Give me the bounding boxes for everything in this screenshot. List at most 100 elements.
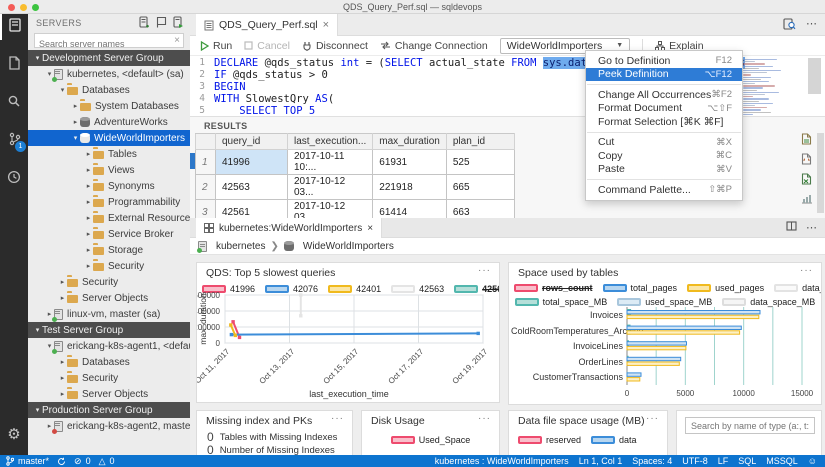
grid-column-header[interactable]: max_duration: [372, 133, 447, 150]
tree-item-external-resources[interactable]: ▸ External Resources: [28, 210, 190, 226]
legend-item-42563[interactable]: 42563: [391, 284, 444, 294]
menu-item-format-document[interactable]: Format Document ⌥⇧F: [586, 102, 742, 116]
menu-item-peek-definition[interactable]: Peek Definition ⌥F12: [586, 67, 742, 81]
menu-item-copy[interactable]: Copy ⌘C: [586, 149, 742, 163]
tree-group-production-server-group[interactable]: ▾ Production Server Group: [28, 402, 190, 418]
legend-item-data_pages[interactable]: data_pages: [774, 283, 821, 293]
legend-item-42076[interactable]: 42076: [265, 284, 318, 294]
tree-item-kubernetes-default-sa-[interactable]: ▾ kubernetes, <default> (sa): [28, 66, 190, 82]
save-as-excel-icon[interactable]: [801, 173, 813, 185]
legend-item-42568[interactable]: 42568: [454, 284, 499, 294]
code-line[interactable]: 3 BEGIN: [190, 81, 825, 93]
tree-item-erickang-k8s-agent2-master-sa-[interactable]: ▸ erickang-k8s-agent2, master (sa): [28, 418, 190, 434]
tree-item-views[interactable]: ▸ Views: [28, 162, 190, 178]
grid-cell[interactable]: 2017-10-11 10:...: [286, 149, 374, 175]
legend-item-total_pages[interactable]: total_pages: [602, 283, 677, 293]
indentation-status[interactable]: Spaces: 4: [632, 456, 673, 466]
code-line[interactable]: 4 WITH SlowestQry AS(: [190, 93, 825, 105]
encoding-status[interactable]: UTF-8: [682, 456, 708, 466]
tree-group-development-server-group[interactable]: ▾ Development Server Group: [28, 50, 190, 66]
widget-more-icon[interactable]: ···: [800, 265, 813, 276]
grid-cell[interactable]: 41996: [215, 149, 288, 175]
zoom-window-button[interactable]: [32, 4, 39, 11]
save-as-csv-icon[interactable]: [801, 133, 813, 145]
grid-cell[interactable]: 221918: [372, 174, 447, 200]
code-line[interactable]: 5 SELECT TOP 5: [190, 105, 825, 116]
cursor-position[interactable]: Ln 1, Col 1: [578, 456, 623, 466]
menu-item-change-all-occurrences[interactable]: Change All Occurrences ⌘F2: [586, 88, 742, 102]
git-branch-item[interactable]: master*: [6, 456, 49, 466]
grid-cell[interactable]: 665: [445, 174, 515, 200]
legend-item-used_space_MB[interactable]: used_space_MB: [617, 297, 712, 307]
widget-more-icon[interactable]: ···: [646, 413, 659, 424]
code-line[interactable]: 2 IF @qds_status > 0: [190, 69, 825, 81]
warnings-item[interactable]: △ 0: [98, 455, 115, 467]
widget-more-icon[interactable]: ···: [331, 413, 344, 424]
legend-item-total_space_MB[interactable]: total_space_MB: [514, 297, 607, 307]
task-history-activity-icon[interactable]: [0, 162, 28, 192]
tree-item-system-databases[interactable]: ▸ System Databases: [28, 98, 190, 114]
save-as-json-icon[interactable]: [801, 153, 813, 165]
dashboard-more-actions-icon[interactable]: ⋯: [806, 222, 817, 234]
show-active-connections-icon[interactable]: [173, 16, 184, 28]
tree-item-wideworldimporters[interactable]: ▾ WideWorldImporters: [28, 130, 190, 146]
tree-item-storage[interactable]: ▸ Storage: [28, 242, 190, 258]
grid-row-number[interactable]: 1: [195, 149, 216, 175]
open-in-editor-icon[interactable]: [786, 221, 797, 234]
tree-item-adventureworks[interactable]: ▸ AdventureWorks: [28, 114, 190, 130]
tree-item-linux-vm-master-sa-[interactable]: ▸ linux-vm, master (sa): [28, 306, 190, 322]
servers-activity-icon[interactable]: [0, 10, 28, 40]
search-activity-icon[interactable]: [0, 86, 28, 116]
editor-more-actions-icon[interactable]: ⋯: [806, 18, 817, 30]
breadcrumb-server[interactable]: kubernetes: [216, 240, 266, 252]
disconnect-button[interactable]: Disconnect: [302, 40, 368, 52]
change-connection-button[interactable]: Change Connection: [380, 40, 488, 52]
tree-item-security[interactable]: ▸ Security: [28, 274, 190, 290]
legend-item-used_pages[interactable]: used_pages: [687, 283, 764, 293]
grid-cell[interactable]: 525: [445, 149, 515, 175]
grid-cell[interactable]: 2017-10-12 03...: [286, 174, 374, 200]
tab-kubernetes-wideworldimporters[interactable]: kubernetes:WideWorldImporters ×: [196, 218, 383, 238]
widget-more-icon[interactable]: ···: [478, 413, 491, 424]
legend-item-Used_Space[interactable]: Used_Space: [390, 435, 470, 445]
tree-item-server-objects[interactable]: ▸ Server Objects: [28, 386, 190, 402]
sync-icon[interactable]: [57, 457, 66, 466]
menu-item-cut[interactable]: Cut ⌘X: [586, 136, 742, 150]
menu-item-format-selection-k-f-[interactable]: Format Selection [⌘K ⌘F]: [586, 115, 742, 129]
tree-item-security[interactable]: ▸ Security: [28, 370, 190, 386]
tree-group-test-server-group[interactable]: ▾ Test Server Group: [28, 322, 190, 338]
tree-item-security[interactable]: ▸ Security: [28, 258, 190, 274]
tab-qds-query-perf[interactable]: QDS_Query_Perf.sql ×: [196, 14, 339, 36]
minimize-window-button[interactable]: [20, 4, 27, 11]
legend-item-reserved[interactable]: reserved: [518, 435, 581, 445]
minimap[interactable]: [743, 59, 801, 115]
tree-item-service-broker[interactable]: ▸ Service Broker: [28, 226, 190, 242]
tree-item-databases[interactable]: ▾ Databases: [28, 82, 190, 98]
connection-status[interactable]: kubernetes : WideWorldImporters: [434, 456, 569, 466]
tree-item-databases[interactable]: ▸ Databases: [28, 354, 190, 370]
database-dropdown[interactable]: WideWorldImporters ▼: [499, 37, 631, 54]
close-tab-icon[interactable]: ×: [322, 19, 330, 31]
object-search-input[interactable]: [685, 417, 815, 434]
source-control-activity-icon[interactable]: 1: [0, 124, 28, 154]
widget-more-icon[interactable]: ···: [478, 265, 491, 276]
language-status[interactable]: SQL: [738, 456, 757, 466]
results-scrollbar[interactable]: [817, 133, 824, 213]
tree-item-synonyms[interactable]: ▸ Synonyms: [28, 178, 190, 194]
server-search-input[interactable]: [35, 37, 163, 51]
settings-gear-icon[interactable]: ⚙: [7, 426, 21, 443]
close-window-button[interactable]: [8, 4, 15, 11]
grid-cell[interactable]: 42563: [215, 174, 288, 200]
provider-status[interactable]: MSSQL: [766, 456, 798, 466]
menu-item-go-to-definition[interactable]: Go to Definition F12: [586, 54, 742, 68]
grid-cell[interactable]: 61931: [372, 149, 447, 175]
legend-item-rows_count[interactable]: rows_count: [514, 283, 593, 293]
new-connection-icon[interactable]: [139, 16, 150, 28]
tree-item-tables[interactable]: ▸ Tables: [28, 146, 190, 162]
menu-item-command-palette-[interactable]: Command Palette... ⇧⌘P: [586, 183, 742, 197]
legend-item-42401[interactable]: 42401: [328, 284, 381, 294]
open-preview-icon[interactable]: [783, 17, 796, 30]
tree-item-erickang-k8s-agent1-default-sa-[interactable]: ▾ erickang-k8s-agent1, <default> (sa): [28, 338, 190, 354]
breadcrumb-database[interactable]: WideWorldImporters: [302, 240, 394, 252]
run-button[interactable]: Run: [200, 40, 232, 52]
